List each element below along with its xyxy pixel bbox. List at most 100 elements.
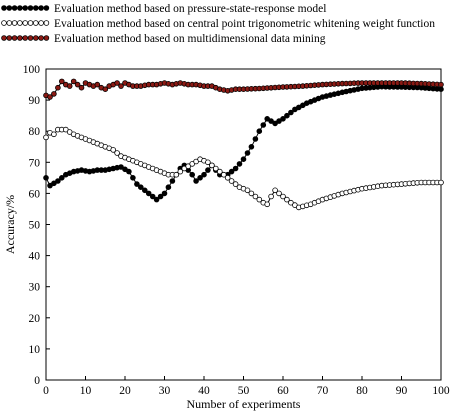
y-tick-label: 100 [23,64,41,76]
legend-marker [11,5,18,11]
data-point [165,184,172,191]
data-point [138,184,144,191]
legend-marker [1,35,7,41]
legend-marker [38,20,44,26]
y-tick-label: 20 [29,313,41,325]
data-point [51,91,57,97]
data-point [205,159,211,166]
legend-marker [1,20,7,26]
data-point [189,171,196,178]
legend-marker [22,5,29,11]
data-point [55,178,61,184]
data-point [193,178,199,184]
data-point [260,122,267,128]
data-point [228,168,235,175]
data-point [145,190,152,197]
legend-marker [17,20,23,26]
data-point [236,161,243,167]
data-point [205,167,211,173]
data-point [74,81,81,88]
data-point [114,150,120,156]
legend-marker [27,5,34,11]
x-tick-label: 100 [432,385,450,397]
series-1 [43,83,444,203]
x-axis-title: Number of experiments [187,397,301,411]
x-tick-label: 40 [198,385,210,397]
y-tick-label: 50 [29,220,41,232]
data-point [280,116,286,122]
plot-frame [45,68,442,381]
data-point [228,178,235,184]
data-point [244,150,251,156]
data-point [130,175,136,181]
legend-marker [32,5,39,11]
data-point [66,83,73,89]
legend-marker [27,20,34,26]
x-tick-label: 70 [317,385,329,397]
data-point [268,193,274,200]
legend-label: Evaluation method based on pressure-stat… [54,3,326,15]
legend-label: Evaluation method based on multidimensio… [54,33,326,45]
legend-marker [27,35,34,41]
data-point [102,86,109,92]
series-3 [43,78,444,100]
data-point [438,179,444,186]
data-point [232,181,239,187]
data-point [438,86,444,92]
legend-marker [17,35,23,41]
legend-item: Evaluation method based on central point… [1,18,435,30]
data-point [280,193,286,200]
data-point [213,165,219,172]
legend-marker [6,20,13,26]
data-point [78,84,85,91]
y-axis: 0 10 20 30 40 50 60 70 80 90 100 [23,64,50,387]
x-tick-label: 20 [119,385,131,397]
y-tick-label: 80 [29,126,41,138]
data-point [66,129,73,135]
data-point [256,196,263,203]
y-tick-label: 30 [29,282,41,294]
data-point [272,187,278,194]
data-point [276,118,282,124]
data-point [126,168,132,175]
data-point [438,81,444,88]
legend-marker [11,20,18,26]
data-point [47,94,53,100]
chart-legend: Evaluation method based on pressure-stat… [1,3,435,45]
data-point [185,163,192,170]
data-point [43,175,49,181]
x-tick-label: 10 [80,385,92,397]
legend-marker [43,20,50,26]
legend-marker [43,35,50,41]
data-point [51,131,57,138]
x-tick-label: 50 [238,385,250,397]
x-tick-label: 0 [43,385,49,397]
y-tick-label: 10 [29,344,41,356]
legend-marker [6,5,13,11]
data-point [173,171,180,178]
data-point [189,161,196,167]
data-point [276,190,282,197]
x-tick-label: 90 [396,385,408,397]
x-axis: 0 10 20 30 40 50 60 70 80 90 100 [43,376,450,397]
data-point [288,109,294,116]
data-point [177,168,184,175]
data-point [221,171,227,178]
data-point [43,134,49,141]
legend-marker [6,35,13,41]
legend-marker [38,5,44,11]
data-point [58,78,65,85]
y-tick-label: 60 [29,188,41,200]
y-tick-label: 0 [34,375,40,387]
data-point [161,190,168,197]
series-line [45,86,442,201]
data-point [248,144,255,150]
plot-area: 0 10 20 30 40 50 60 70 80 90 100 0 10 20 30 40 50 60 70 80… [23,64,450,397]
y-tick-label: 40 [29,251,41,263]
data-point [284,112,290,119]
data-point [142,187,148,194]
legend-marker [32,35,39,41]
legend-marker [17,5,23,11]
data-point [240,156,247,163]
